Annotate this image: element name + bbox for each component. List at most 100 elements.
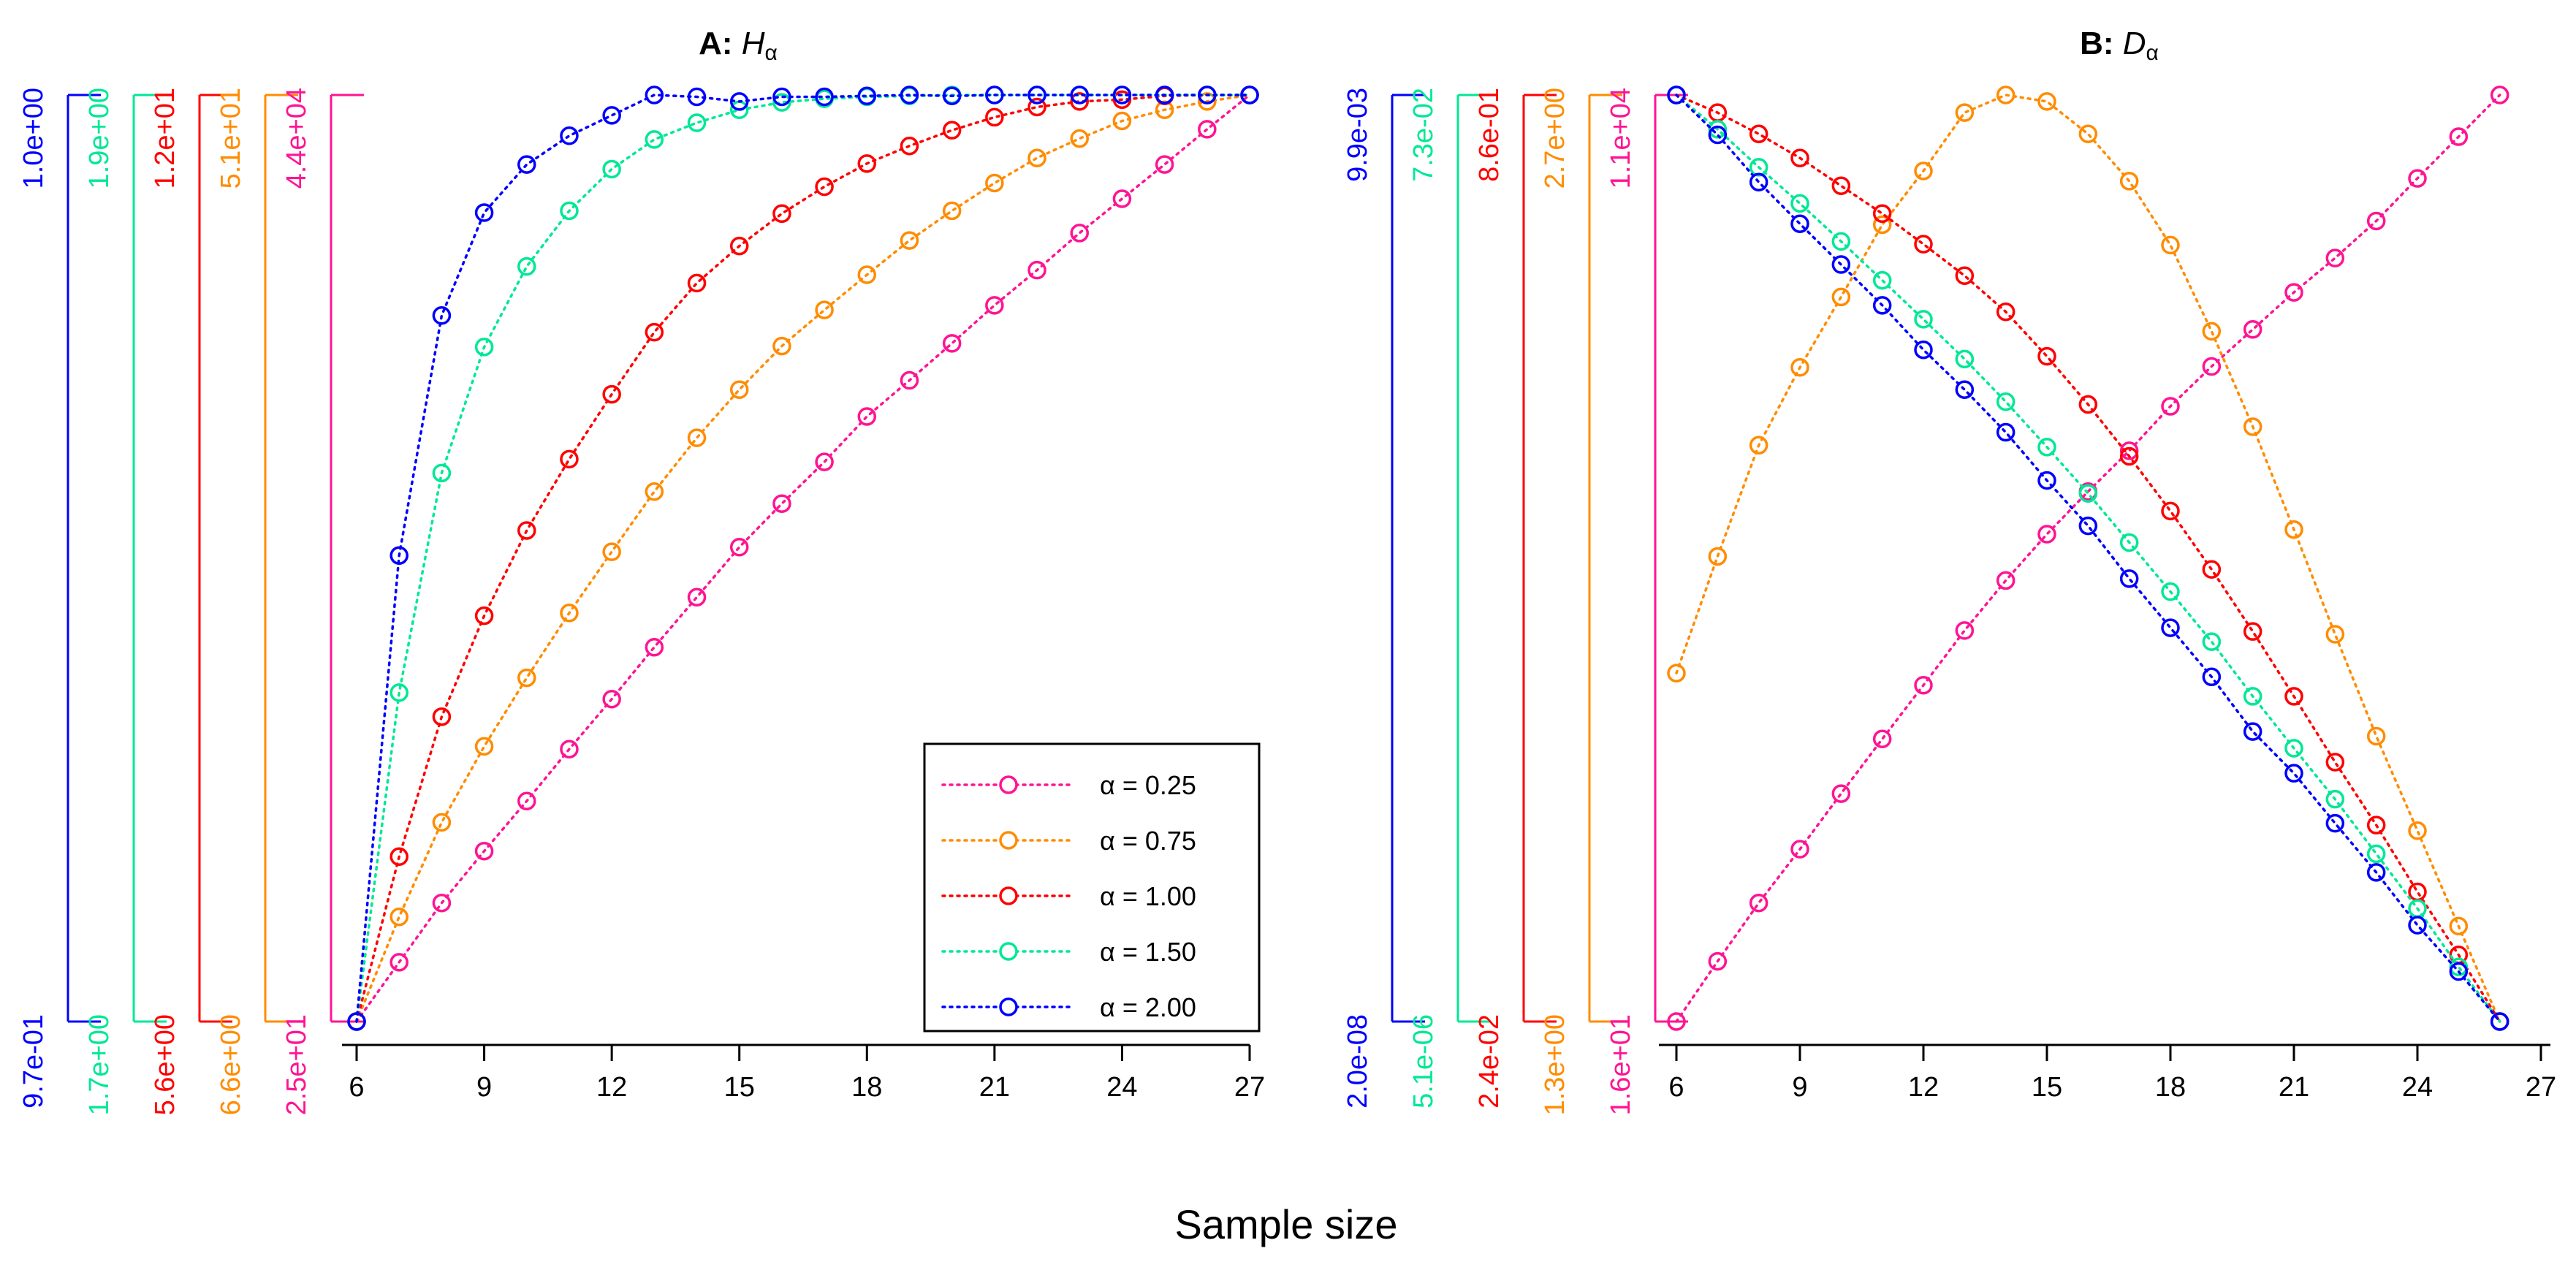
data-point xyxy=(1027,148,1046,167)
data-point xyxy=(772,87,791,107)
series-axis-max-label: 1.9e+00 xyxy=(84,88,115,189)
data-point xyxy=(2037,92,2056,111)
data-point xyxy=(2119,441,2139,460)
data-point xyxy=(2119,446,2139,466)
data-point xyxy=(474,203,494,222)
data-point xyxy=(900,231,919,250)
series-axis-min-label: 1.3e+00 xyxy=(1540,1014,1570,1115)
data-point xyxy=(2078,395,2098,414)
data-point xyxy=(2078,124,2098,144)
series-axis-0.25: 1.1e+04 1.6e+01 xyxy=(1606,88,1688,1115)
series-1.00 xyxy=(1667,85,2509,1031)
data-point xyxy=(857,86,877,106)
x-tick-label: 9 xyxy=(1792,1072,1807,1103)
series-line xyxy=(1675,94,2501,1023)
data-point xyxy=(2490,85,2509,104)
x-tick-label: 6 xyxy=(1668,1072,1684,1103)
data-point xyxy=(729,236,749,256)
series-line xyxy=(355,94,1251,1023)
data-point xyxy=(432,306,452,325)
series-axis-min-label: 1.6e+01 xyxy=(1606,1014,1636,1115)
data-point xyxy=(1872,270,1892,290)
data-point xyxy=(2408,169,2427,188)
data-point xyxy=(1955,621,1975,640)
data-point xyxy=(560,201,579,221)
series-line xyxy=(1675,94,2501,1023)
data-point xyxy=(985,296,1004,315)
data-point xyxy=(1790,148,1809,167)
data-point xyxy=(2284,687,2303,706)
series-axis-min-label: 2.5e+01 xyxy=(281,1014,312,1115)
data-point xyxy=(1240,85,1259,104)
series-0.75 xyxy=(1667,85,2509,1031)
data-point xyxy=(2449,916,2469,936)
data-point xyxy=(1996,302,2015,322)
panel-b-title: B: Dα xyxy=(2080,26,2159,65)
legend-item: α = 1.00 xyxy=(941,881,1196,911)
series-line xyxy=(355,94,1251,1023)
data-point xyxy=(2202,357,2222,376)
x-tick-label: 24 xyxy=(1106,1072,1137,1103)
series-axis-min-label: 6.6e+00 xyxy=(216,1014,246,1115)
data-point xyxy=(1790,840,1809,859)
x-tick-label: 21 xyxy=(979,1072,1010,1103)
data-point xyxy=(2202,632,2222,651)
data-point xyxy=(985,107,1004,127)
series-axis-1.50: 1.9e+00 1.7e+00 xyxy=(84,88,167,1115)
legend-marker xyxy=(999,831,1018,850)
legend-label: α = 2.00 xyxy=(1100,992,1196,1022)
data-point xyxy=(390,683,409,702)
data-point xyxy=(645,322,664,342)
data-point xyxy=(2284,739,2303,758)
data-point xyxy=(687,428,707,447)
data-point xyxy=(2325,248,2345,267)
series-line xyxy=(1675,94,2501,1023)
data-point xyxy=(772,204,791,224)
data-point xyxy=(2078,484,2098,503)
data-point xyxy=(857,265,877,284)
data-point xyxy=(2366,211,2386,231)
series-axis-1.50: 7.3e-02 5.1e-06 xyxy=(1408,88,1491,1109)
data-point xyxy=(390,546,409,565)
data-point xyxy=(1027,97,1046,117)
series-axis-max-label: 8.6e-01 xyxy=(1474,88,1505,182)
x-tick-label: 18 xyxy=(851,1072,882,1103)
data-point xyxy=(2325,789,2345,809)
legend: α = 0.25 α = 0.75 α = 1.00 α = 1.50 α = 2.00 xyxy=(923,742,1261,1033)
data-point xyxy=(729,538,749,557)
data-point xyxy=(1955,349,1975,369)
data-point xyxy=(1996,85,2015,104)
data-point xyxy=(1070,85,1089,104)
data-point xyxy=(985,173,1004,193)
data-point xyxy=(1914,310,1933,329)
series-axis-min-label: 1.7e+00 xyxy=(84,1014,115,1115)
data-point xyxy=(2202,560,2222,579)
data-point xyxy=(772,494,791,513)
x-tick-label: 12 xyxy=(596,1072,627,1103)
data-point xyxy=(729,380,749,399)
series-axis-max-label: 4.4e+04 xyxy=(281,88,312,189)
data-point xyxy=(1831,176,1851,196)
data-point xyxy=(2161,582,2180,601)
series-axis-min-label: 9.7e-01 xyxy=(18,1014,49,1109)
series-axis-0.75: 5.1e+01 6.6e+00 xyxy=(216,88,298,1115)
data-point xyxy=(1914,340,1933,360)
data-point xyxy=(2284,520,2303,539)
data-point xyxy=(815,87,834,107)
data-point xyxy=(517,256,536,276)
data-point xyxy=(602,159,621,179)
data-point xyxy=(1198,92,1217,111)
data-point xyxy=(390,907,409,927)
x-tick-label: 6 xyxy=(349,1072,364,1103)
series-2.00 xyxy=(347,85,1259,1031)
legend-item: α = 0.25 xyxy=(941,770,1196,800)
data-point xyxy=(2366,863,2386,882)
legend-label: α = 1.00 xyxy=(1100,881,1196,911)
data-point xyxy=(1914,675,1933,695)
data-point xyxy=(1708,125,1728,145)
data-point xyxy=(1914,235,1933,254)
data-point xyxy=(2037,438,2056,457)
x-tick-label: 12 xyxy=(1908,1072,1939,1103)
data-point xyxy=(1198,85,1217,104)
data-point xyxy=(560,604,579,623)
